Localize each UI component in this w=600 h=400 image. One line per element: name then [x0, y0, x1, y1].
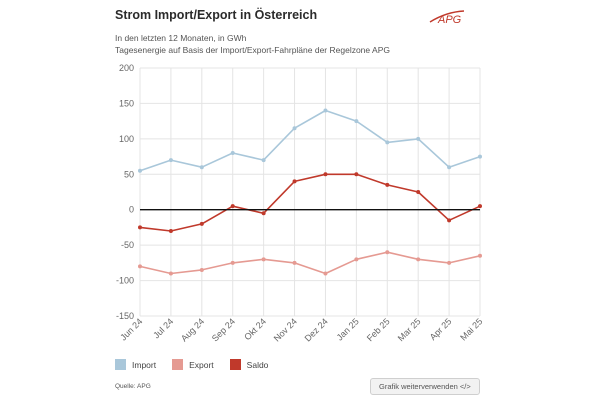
legend-label-saldo: Saldo	[246, 359, 269, 370]
data-point-import	[416, 136, 421, 141]
legend-label-export: Export	[189, 359, 214, 370]
chart-legend: Import Export Saldo	[115, 359, 268, 370]
data-point-import	[138, 168, 142, 173]
data-point-export	[230, 260, 235, 265]
x-tick-label: Mai 25	[458, 316, 484, 342]
data-point-saldo	[323, 172, 328, 177]
y-tick-label: 150	[119, 98, 134, 108]
data-point-saldo	[447, 218, 452, 223]
data-point-export	[292, 260, 297, 265]
y-tick-label: 0	[129, 205, 134, 215]
y-tick-label: -50	[121, 240, 134, 250]
data-point-saldo	[478, 204, 482, 209]
data-point-import	[261, 158, 266, 163]
data-point-import	[323, 108, 328, 113]
x-tick-label: Feb 25	[365, 316, 392, 343]
data-point-import	[168, 158, 173, 163]
legend-item-saldo[interactable]: Saldo	[229, 359, 269, 370]
data-point-import	[385, 140, 390, 145]
x-tick-label: Dez 24	[303, 316, 330, 343]
y-tick-label: 50	[124, 169, 134, 179]
data-point-export	[138, 264, 142, 269]
legend-item-export[interactable]: Export	[172, 359, 214, 370]
data-point-saldo	[199, 221, 204, 226]
data-point-saldo	[385, 182, 390, 187]
x-tick-label: Jan 25	[335, 316, 361, 342]
data-point-import	[447, 165, 452, 170]
y-tick-label: 200	[119, 63, 134, 73]
source-note: Quelle: APG	[115, 383, 151, 390]
series-line-saldo	[139, 173, 481, 232]
data-point-import	[292, 126, 297, 131]
data-point-import	[199, 165, 204, 170]
data-point-export	[478, 253, 482, 258]
series-line-import	[139, 109, 481, 172]
chart-subtitle-units: In den letzten 12 Monaten, in GWh	[115, 33, 247, 43]
x-tick-label: Nov 24	[272, 316, 299, 343]
x-tick-label: Aug 24	[179, 316, 206, 343]
data-point-export	[323, 271, 328, 276]
data-point-saldo	[354, 172, 359, 177]
apg-logo: APG	[429, 10, 465, 26]
legend-swatch-import	[115, 359, 126, 370]
data-point-export	[447, 260, 452, 265]
data-point-import	[478, 154, 482, 159]
data-point-export	[168, 271, 173, 276]
series-line-export	[139, 251, 481, 275]
y-tick-label: 100	[119, 134, 134, 144]
data-point-export	[416, 257, 421, 262]
data-point-saldo	[230, 204, 235, 209]
chart-subtitle-description: Tagesenergie auf Basis der Import/Export…	[115, 45, 390, 55]
data-point-export	[385, 250, 390, 255]
legend-label-import: Import	[132, 359, 157, 370]
chart-title: Strom Import/Export in Österreich	[115, 8, 318, 22]
data-point-export	[261, 257, 266, 262]
x-tick-label: Jul 24	[151, 316, 175, 340]
legend-item-import[interactable]: Import	[115, 359, 156, 370]
data-point-saldo	[168, 228, 173, 233]
data-point-saldo	[292, 179, 297, 184]
data-point-saldo	[138, 225, 142, 230]
data-point-saldo	[416, 190, 421, 194]
y-tick-label: -100	[116, 276, 134, 286]
data-point-export	[199, 267, 204, 272]
x-tick-label: Mar 25	[396, 316, 423, 343]
x-tick-label: Sep 24	[210, 316, 237, 343]
share-graphic-button[interactable]: Grafik weiterverwenden </>	[370, 378, 480, 395]
data-point-export	[354, 257, 359, 262]
logo-swoosh	[429, 10, 465, 23]
legend-swatch-export	[172, 359, 184, 370]
x-tick-label: Okt 24	[242, 316, 268, 342]
y-tick-label: -150	[116, 311, 134, 321]
x-tick-label: Apr 25	[428, 316, 454, 342]
legend-swatch-saldo	[229, 359, 241, 370]
data-point-import	[354, 119, 359, 124]
logo-text: APG	[437, 14, 462, 26]
data-point-import	[230, 151, 235, 156]
data-point-saldo	[261, 211, 266, 216]
